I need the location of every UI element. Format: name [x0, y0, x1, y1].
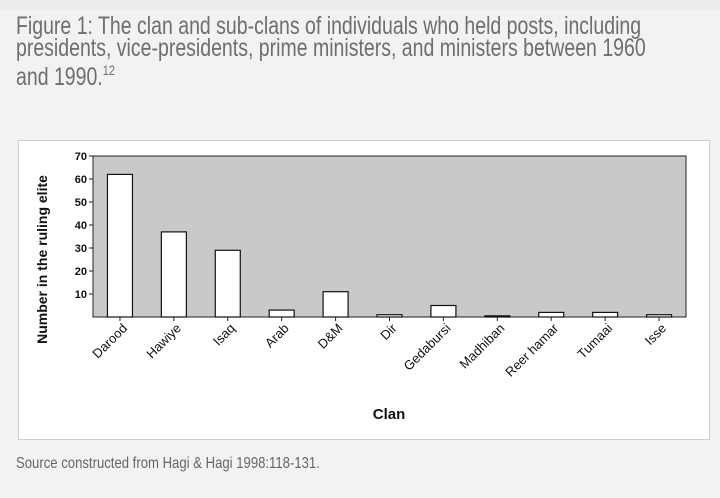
x-tick-label: Tumaai	[574, 320, 615, 361]
x-tick-label: Reer hamar	[502, 320, 562, 380]
y-tick-label: 50	[75, 197, 87, 209]
plot-area	[92, 155, 687, 318]
x-tick-label: Gedabursi	[401, 320, 454, 373]
y-tick-label: 20	[75, 266, 87, 278]
bar-isaq	[214, 249, 241, 318]
y-tick-label: 70	[75, 151, 87, 163]
bar-isse	[645, 314, 673, 318]
figure-title-line-2: presidents, vice-presidents, prime minis…	[16, 34, 646, 62]
x-tick-label: Isse	[642, 321, 669, 348]
x-tick-label: Madhiban	[456, 321, 507, 372]
x-tick-label: Isaq	[210, 321, 238, 349]
chart-figure: 10 20 30 40 50 60 70 Darood Hawiye Isaq Arab D&M Di…	[18, 140, 710, 440]
bars-group	[106, 173, 673, 318]
y-tick-label: 40	[75, 220, 87, 232]
bar-chart: 10 20 30 40 50 60 70 Darood Hawiye Isaq Arab D&M Di…	[34, 151, 687, 423]
figure-title-line-1: Figure 1: The clan and sub-clans of indi…	[16, 12, 642, 40]
x-tick-label: Dir	[377, 320, 400, 343]
bar-madhiban	[484, 315, 511, 318]
top-strip	[0, 0, 720, 10]
x-tick-label: D&M	[315, 321, 346, 352]
bar-reer-hamar	[538, 311, 565, 318]
bar-arab	[268, 309, 295, 318]
bar-dir	[376, 314, 403, 318]
bar-darood	[106, 173, 134, 318]
figure-title: Figure 1: The clan and sub-clans of indi…	[16, 12, 646, 91]
y-axis: 10 20 30 40 50 60 70	[75, 151, 93, 301]
bar-d-m	[322, 291, 349, 318]
footnote-marker: 12	[102, 62, 115, 78]
figure-title-line-3: and 1990.12	[16, 59, 554, 91]
source-note: Source constructed from Hagi & Hagi 1998…	[16, 455, 320, 472]
x-axis-tick-labels: Darood Hawiye Isaq Arab D&M Dir Gedabursi Madhi…	[89, 317, 669, 380]
bar-tumaai	[592, 311, 619, 318]
bar-hawiye	[160, 231, 187, 318]
x-tick-label: Hawiye	[143, 321, 184, 362]
x-tick-label: Darood	[89, 321, 130, 362]
y-axis-label: Number in the ruling elite	[34, 175, 50, 344]
bar-gedabursi	[430, 304, 457, 318]
y-tick-label: 30	[75, 243, 87, 255]
y-tick-label: 10	[75, 289, 87, 301]
figure-title-line-3-text: and 1990.	[16, 63, 103, 91]
x-axis-label: Clan	[373, 406, 406, 423]
x-tick-label: Arab	[262, 321, 292, 351]
y-tick-label: 60	[75, 174, 87, 186]
